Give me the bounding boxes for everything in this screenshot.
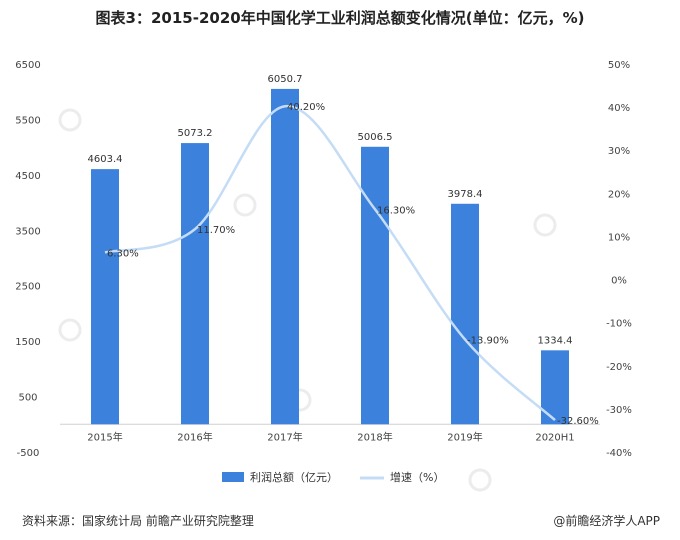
line-data-labels: 6.30% 11.70% 40.20% 16.30% -13.90% -32.60% bbox=[107, 102, 599, 427]
right-tick-label: -20% bbox=[606, 362, 632, 373]
bar-value-label: 4603.4 bbox=[88, 154, 123, 165]
x-tick-label: 2017年 bbox=[267, 430, 302, 443]
brand-credit: @前瞻经济学人APP bbox=[553, 514, 660, 528]
bar-value-label: 5073.2 bbox=[178, 128, 213, 139]
left-tick-label: 500 bbox=[18, 393, 37, 404]
bar bbox=[271, 88, 299, 425]
x-tick-label: 2018年 bbox=[357, 430, 392, 443]
chart-title: 图表3：2015-2020年中国化学工业利润总额变化情况(单位：亿元，%) bbox=[95, 9, 585, 27]
left-tick-label: 4500 bbox=[15, 171, 40, 182]
right-tick-label: 0% bbox=[611, 276, 627, 287]
right-axis-ticks: 50% 40% 30% 20% 10% 0% -10% -20% -30% -40% bbox=[606, 60, 632, 459]
bar bbox=[91, 169, 119, 425]
bar bbox=[361, 146, 389, 425]
x-axis-ticks: 2015年 2016年 2017年 2018年 2019年 2020H1 bbox=[87, 430, 574, 443]
bar-value-label: 1334.4 bbox=[538, 335, 573, 346]
bar-value-label: 3978.4 bbox=[448, 189, 483, 200]
right-tick-label: -40% bbox=[606, 448, 632, 459]
bar bbox=[181, 143, 209, 425]
line-value-label: 6.30% bbox=[107, 248, 139, 259]
legend-line-label: 增速（%） bbox=[390, 470, 444, 484]
right-tick-label: -10% bbox=[606, 319, 632, 330]
growth-line bbox=[104, 104, 556, 422]
left-tick-label: 2500 bbox=[15, 282, 40, 293]
x-tick-label: 2016年 bbox=[177, 430, 212, 443]
watermark-mark bbox=[233, 193, 257, 217]
legend: 利润总额（亿元） 增速（%） bbox=[222, 470, 444, 484]
bar-series bbox=[91, 88, 569, 425]
legend-bar-swatch bbox=[222, 472, 244, 482]
x-tick-label: 2020H1 bbox=[535, 432, 574, 443]
bar-data-labels: 4603.4 5073.2 6050.7 5006.5 3978.4 1334.4 bbox=[88, 74, 573, 346]
right-tick-label: -30% bbox=[606, 405, 632, 416]
right-tick-label: 40% bbox=[608, 103, 630, 114]
x-tick-label: 2019年 bbox=[447, 430, 482, 443]
right-tick-label: 30% bbox=[608, 146, 630, 157]
watermark-mark bbox=[58, 108, 82, 132]
watermark-mark bbox=[58, 318, 82, 342]
right-tick-label: 10% bbox=[608, 232, 630, 243]
legend-bar-label: 利润总额（亿元） bbox=[250, 470, 338, 484]
watermark-mark bbox=[533, 213, 557, 237]
watermark-mark bbox=[468, 468, 492, 492]
source-note: 资料来源：国家统计局 前瞻产业研究院整理 bbox=[22, 514, 254, 528]
left-tick-label: 3500 bbox=[15, 226, 40, 237]
bar-value-label: 5006.5 bbox=[358, 132, 393, 143]
line-value-label: 16.30% bbox=[377, 205, 415, 216]
line-value-label: 11.70% bbox=[197, 225, 235, 236]
right-tick-label: 50% bbox=[608, 60, 630, 71]
line-value-label: -32.60% bbox=[557, 416, 599, 427]
line-value-label: -13.90% bbox=[467, 335, 509, 346]
left-tick-label: -500 bbox=[17, 448, 40, 459]
watermarks bbox=[58, 108, 557, 492]
bar-value-label: 6050.7 bbox=[268, 74, 303, 85]
left-tick-label: 1500 bbox=[15, 337, 40, 348]
right-tick-label: 20% bbox=[608, 189, 630, 200]
left-tick-label: 5500 bbox=[15, 115, 40, 126]
x-tick-label: 2015年 bbox=[87, 430, 122, 443]
line-value-label: 40.20% bbox=[287, 102, 325, 113]
left-axis-ticks: 6500 5500 4500 3500 2500 1500 500 -500 bbox=[15, 60, 40, 459]
left-tick-label: 6500 bbox=[15, 60, 40, 71]
bar bbox=[451, 203, 479, 425]
